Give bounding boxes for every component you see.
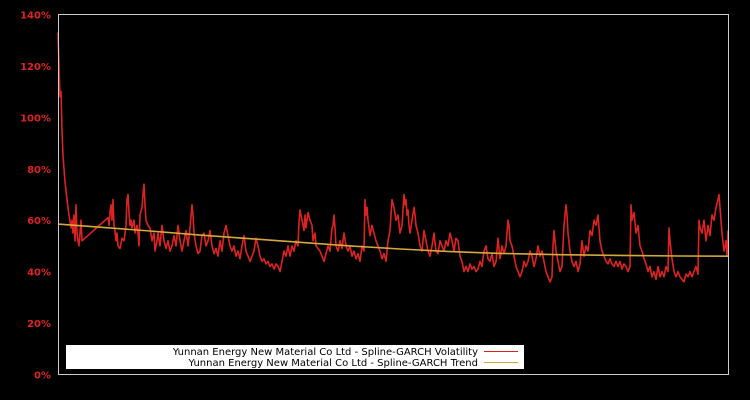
y-tick-label: 0% (34, 371, 51, 382)
plot-area (57, 32, 729, 283)
trend-line (57, 223, 729, 258)
legend-box (66, 345, 524, 369)
legend-label-trend: Yunnan Energy New Material Co Ltd - Spli… (188, 358, 479, 369)
volatility-line (57, 32, 729, 283)
y-tick-label: 60% (27, 216, 51, 227)
y-tick-label: 80% (27, 165, 51, 176)
plot-frame (58, 14, 729, 375)
legend-label-volatility: Yunnan Energy New Material Co Ltd - Spli… (172, 347, 478, 358)
y-tick-label: 140% (20, 11, 51, 22)
y-axis: 0% 20% 40% 60% 80% 100% 120% 140% (20, 11, 51, 382)
y-tick-label: 120% (20, 62, 51, 73)
y-tick-label: 100% (20, 113, 51, 124)
y-tick-label: 40% (27, 268, 51, 279)
y-tick-label: 20% (27, 319, 51, 330)
legend: Yunnan Energy New Material Co Ltd - Spli… (66, 345, 524, 369)
